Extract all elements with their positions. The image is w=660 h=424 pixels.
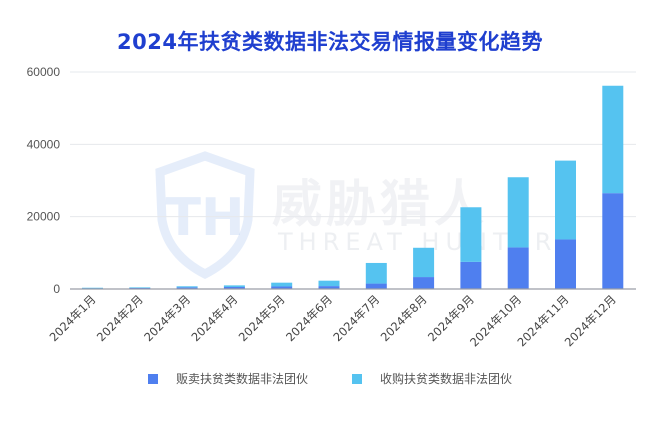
y-tick-label: 60000 bbox=[27, 65, 61, 79]
bar-segment[interactable] bbox=[271, 286, 293, 289]
bar-segment[interactable] bbox=[223, 285, 245, 288]
x-tick-label: 2024年2月 bbox=[94, 292, 146, 344]
bar-segment[interactable] bbox=[602, 193, 624, 289]
legend-swatch-sellers bbox=[147, 373, 158, 384]
x-tick-label: 2024年1月 bbox=[47, 292, 99, 344]
bar-segment[interactable] bbox=[82, 287, 103, 289]
legend-label-buyers: 收购扶贫类数据非法团伙 bbox=[380, 372, 513, 386]
bar-segment[interactable] bbox=[223, 287, 245, 289]
bar-segment[interactable] bbox=[413, 247, 435, 278]
bar-segment[interactable] bbox=[555, 239, 576, 289]
bar-segment[interactable] bbox=[365, 283, 387, 289]
y-tick-label: 0 bbox=[53, 282, 60, 296]
chart-title: 2024年扶贫类数据非法交易情报量变化趋势 bbox=[117, 30, 543, 54]
bar-segment[interactable] bbox=[318, 286, 340, 289]
x-tick-label: 2024年3月 bbox=[141, 292, 193, 344]
bar-segment[interactable] bbox=[176, 287, 198, 289]
bar-segment[interactable] bbox=[271, 282, 293, 287]
x-tick-label: 2024年4月 bbox=[188, 292, 240, 344]
bar-segment[interactable] bbox=[602, 85, 624, 194]
bar-segment[interactable] bbox=[365, 262, 387, 284]
legend-label-sellers: 贩卖扶贫类数据非法团伙 bbox=[175, 372, 308, 386]
x-tick-label: 2024年8月 bbox=[378, 292, 430, 344]
x-tick-label: 2024年5月 bbox=[236, 292, 288, 344]
bar-segment[interactable] bbox=[176, 286, 198, 288]
y-tick-label: 20000 bbox=[27, 210, 61, 224]
x-tick-label: 2024年7月 bbox=[330, 292, 382, 344]
bar-segment[interactable] bbox=[507, 247, 529, 289]
x-tick-label: 2024年6月 bbox=[283, 292, 335, 344]
bar-segment[interactable] bbox=[129, 287, 151, 288]
y-tick-label: 40000 bbox=[27, 137, 61, 151]
bar-segment[interactable] bbox=[460, 207, 482, 262]
bar-segment[interactable] bbox=[413, 277, 435, 289]
bar-segment[interactable] bbox=[318, 280, 340, 287]
legend-item-sellers[interactable]: 贩卖扶贫类数据非法团伙 bbox=[147, 370, 308, 387]
bar-segment[interactable] bbox=[507, 177, 529, 248]
legend-swatch-buyers bbox=[352, 373, 362, 384]
bar-segment[interactable] bbox=[460, 261, 482, 289]
bar-segment[interactable] bbox=[555, 160, 576, 240]
legend: 贩卖扶贫类数据非法团伙 收购扶贫类数据非法团伙 bbox=[0, 370, 660, 387]
legend-item-buyers[interactable]: 收购扶贫类数据非法团伙 bbox=[352, 370, 512, 387]
